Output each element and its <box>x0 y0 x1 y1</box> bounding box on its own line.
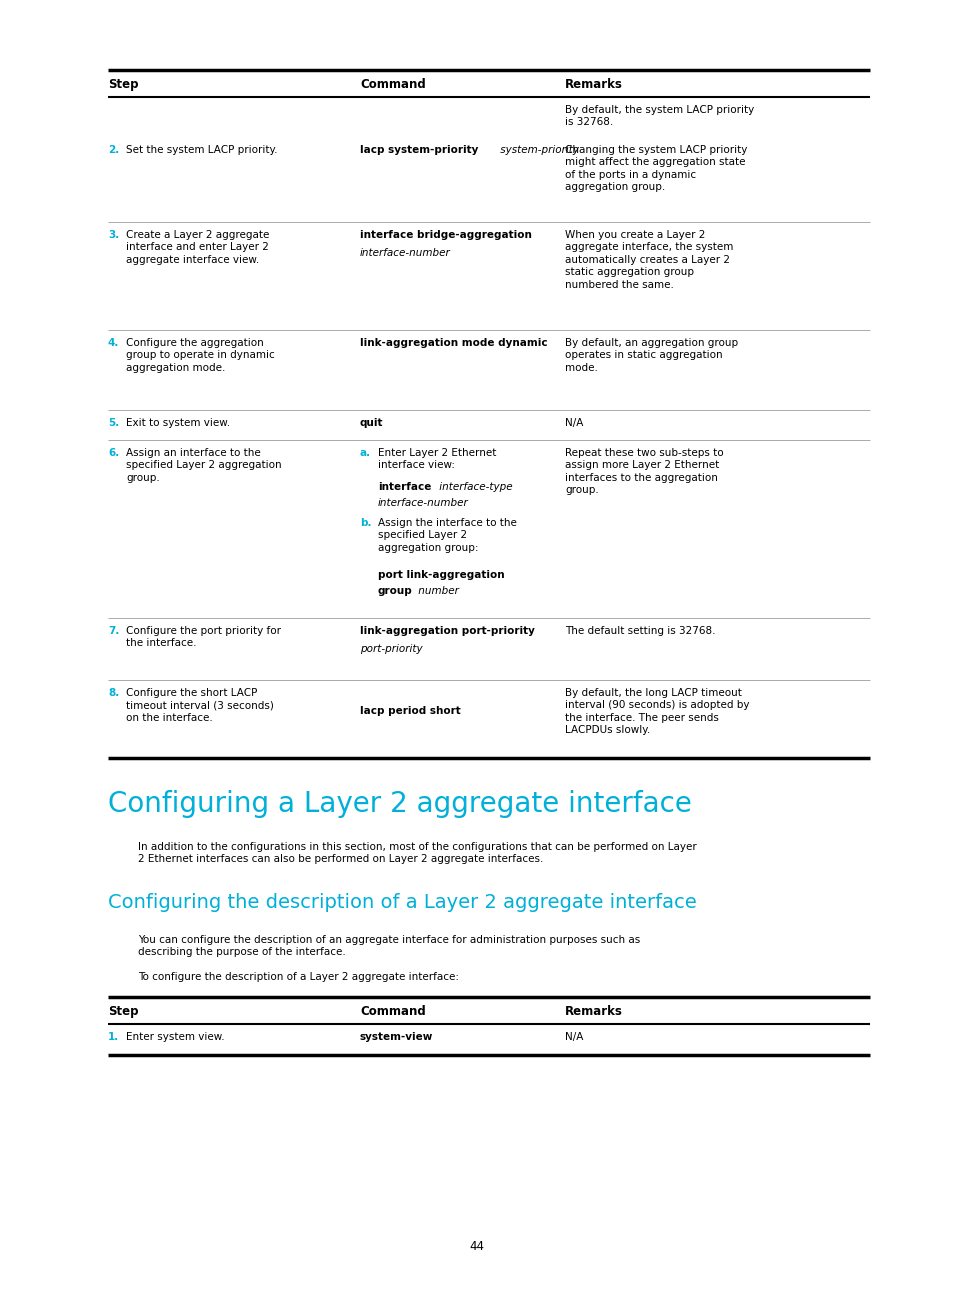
Text: N/A: N/A <box>564 419 583 428</box>
Text: You can configure the description of an aggregate interface for administration p: You can configure the description of an … <box>138 934 639 958</box>
Text: By default, the system LACP priority
is 32768.: By default, the system LACP priority is … <box>564 105 754 127</box>
Text: 4.: 4. <box>108 338 119 349</box>
Text: Remarks: Remarks <box>564 78 622 91</box>
Text: Changing the system LACP priority
might affect the aggregation state
of the port: Changing the system LACP priority might … <box>564 145 746 192</box>
Text: 7.: 7. <box>108 626 119 636</box>
Text: Exit to system view.: Exit to system view. <box>126 419 230 428</box>
Text: To configure the description of a Layer 2 aggregate interface:: To configure the description of a Layer … <box>138 972 458 982</box>
Text: port-priority: port-priority <box>359 644 422 654</box>
Text: Command: Command <box>359 78 425 91</box>
Text: Set the system LACP priority.: Set the system LACP priority. <box>126 145 277 156</box>
Text: Configure the short LACP
timeout interval (3 seconds)
on the interface.: Configure the short LACP timeout interva… <box>126 688 274 723</box>
Text: interface bridge-aggregation: interface bridge-aggregation <box>359 229 532 240</box>
Text: Remarks: Remarks <box>564 1004 622 1017</box>
Text: 1.: 1. <box>108 1032 119 1042</box>
Text: lacp period short: lacp period short <box>359 706 460 715</box>
Text: interface-number: interface-number <box>359 248 450 258</box>
Text: interface-number: interface-number <box>377 498 468 508</box>
Text: link-aggregation mode dynamic: link-aggregation mode dynamic <box>359 338 547 349</box>
Text: Repeat these two sub-steps to
assign more Layer 2 Ethernet
interfaces to the agg: Repeat these two sub-steps to assign mor… <box>564 448 723 495</box>
Text: b.: b. <box>359 518 371 527</box>
Text: Configure the aggregation
group to operate in dynamic
aggregation mode.: Configure the aggregation group to opera… <box>126 338 274 373</box>
Text: Configuring a Layer 2 aggregate interface: Configuring a Layer 2 aggregate interfac… <box>108 791 691 818</box>
Text: Step: Step <box>108 1004 138 1017</box>
Text: quit: quit <box>359 419 383 428</box>
Text: 5.: 5. <box>108 419 119 428</box>
Text: 2.: 2. <box>108 145 119 156</box>
Text: By default, the long LACP timeout
interval (90 seconds) is adopted by
the interf: By default, the long LACP timeout interv… <box>564 688 749 735</box>
Text: Enter Layer 2 Ethernet
interface view:: Enter Layer 2 Ethernet interface view: <box>377 448 496 470</box>
Text: Configure the port priority for
the interface.: Configure the port priority for the inte… <box>126 626 281 648</box>
Text: Assign the interface to the
specified Layer 2
aggregation group:: Assign the interface to the specified La… <box>377 518 517 553</box>
Text: system-view: system-view <box>359 1032 433 1042</box>
Text: When you create a Layer 2
aggregate interface, the system
automatically creates : When you create a Layer 2 aggregate inte… <box>564 229 733 289</box>
Text: Command: Command <box>359 1004 425 1017</box>
Text: 8.: 8. <box>108 688 119 699</box>
Text: group: group <box>377 586 413 596</box>
Text: Step: Step <box>108 78 138 91</box>
Text: In addition to the configurations in this section, most of the configurations th: In addition to the configurations in thi… <box>138 842 696 864</box>
Text: The default setting is 32768.: The default setting is 32768. <box>564 626 715 636</box>
Text: lacp system-priority: lacp system-priority <box>359 145 477 156</box>
Text: interface-type: interface-type <box>436 482 512 492</box>
Text: a.: a. <box>359 448 371 457</box>
Text: Assign an interface to the
specified Layer 2 aggregation
group.: Assign an interface to the specified Lay… <box>126 448 281 483</box>
Text: 6.: 6. <box>108 448 119 457</box>
Text: number: number <box>415 586 458 596</box>
Text: Configuring the description of a Layer 2 aggregate interface: Configuring the description of a Layer 2… <box>108 893 696 912</box>
Text: 44: 44 <box>469 1240 484 1253</box>
Text: interface: interface <box>377 482 431 492</box>
Text: Create a Layer 2 aggregate
interface and enter Layer 2
aggregate interface view.: Create a Layer 2 aggregate interface and… <box>126 229 269 264</box>
Text: N/A: N/A <box>564 1032 583 1042</box>
Text: port link-aggregation: port link-aggregation <box>377 570 504 581</box>
Text: 3.: 3. <box>108 229 119 240</box>
Text: By default, an aggregation group
operates in static aggregation
mode.: By default, an aggregation group operate… <box>564 338 738 373</box>
Text: Enter system view.: Enter system view. <box>126 1032 224 1042</box>
Text: link-aggregation port-priority: link-aggregation port-priority <box>359 626 535 636</box>
Text: system-priority: system-priority <box>497 145 578 156</box>
